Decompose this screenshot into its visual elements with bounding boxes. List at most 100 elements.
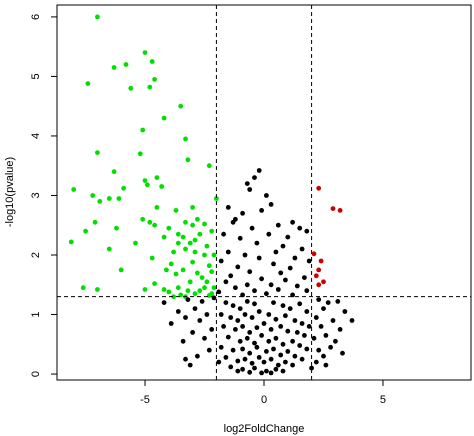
data-point-down — [161, 234, 167, 240]
data-point-ns — [252, 340, 257, 346]
data-point-up — [316, 282, 322, 288]
data-point-down — [175, 285, 181, 291]
y-tick-label: 2 — [30, 252, 42, 258]
data-point-down — [202, 285, 207, 291]
data-point-ns — [199, 299, 205, 304]
data-point-ns — [280, 303, 286, 308]
data-point-ns — [225, 334, 231, 340]
data-point-ns — [244, 181, 250, 187]
data-point-ns — [216, 359, 222, 365]
data-point-ns — [218, 344, 224, 350]
data-point-ns — [233, 285, 238, 291]
data-point-ns — [225, 249, 231, 255]
data-point-ns — [266, 312, 272, 317]
data-point-ns — [175, 309, 181, 314]
data-point-ns — [256, 355, 262, 360]
data-point-down — [190, 259, 196, 265]
data-point-ns — [273, 316, 279, 322]
data-point-ns — [292, 255, 298, 261]
y-axis-label: -log10(pvalue) — [4, 157, 16, 227]
data-point-down — [197, 288, 203, 294]
data-point-ns — [335, 299, 341, 304]
data-point-ns — [297, 301, 303, 307]
data-point-ns — [283, 313, 288, 319]
data-point-down — [168, 261, 174, 267]
data-point-down — [180, 267, 186, 273]
data-point-ns — [306, 258, 312, 264]
y-tick-label: 6 — [30, 14, 42, 20]
data-point-down — [142, 50, 148, 55]
data-point-ns — [223, 355, 229, 360]
data-point-ns — [287, 265, 293, 271]
data-point-ns — [323, 333, 329, 338]
data-point-down — [161, 115, 167, 121]
data-point-down — [166, 225, 172, 231]
data-point-ns — [244, 335, 250, 341]
data-point-ns — [221, 231, 227, 237]
data-point-ns — [218, 312, 224, 317]
data-point-ns — [290, 338, 295, 344]
data-point-down — [154, 175, 160, 181]
data-point-ns — [206, 347, 212, 353]
data-point-ns — [264, 193, 269, 198]
x-axis-label: log2FoldChange — [224, 423, 305, 435]
data-point-down — [185, 288, 191, 294]
data-point-ns — [240, 346, 246, 352]
data-point-down — [178, 103, 184, 109]
data-point-down — [111, 169, 117, 175]
data-point-down — [209, 228, 215, 234]
data-point-ns — [237, 338, 243, 344]
data-point-ns — [321, 306, 326, 311]
data-point-down — [106, 196, 112, 201]
data-point-down — [118, 267, 124, 273]
data-point-down — [140, 127, 146, 133]
data-point-down — [133, 240, 138, 246]
data-point-down — [152, 281, 158, 286]
data-point-ns — [340, 350, 345, 356]
data-point-ns — [304, 309, 310, 314]
data-point-ns — [292, 353, 298, 359]
data-point-ns — [290, 292, 295, 298]
data-point-ns — [311, 335, 317, 341]
data-point-ns — [190, 330, 196, 335]
data-point-down — [95, 14, 100, 20]
data-point-up — [311, 251, 317, 257]
data-point-ns — [247, 350, 253, 356]
data-point-down — [166, 289, 172, 295]
data-point-ns — [342, 309, 348, 314]
data-point-down — [183, 136, 188, 142]
data-point-ns — [247, 330, 253, 335]
y-tick-label: 1 — [30, 311, 42, 317]
data-point-down — [154, 205, 160, 210]
data-point-ns — [271, 300, 276, 305]
data-point-ns — [256, 168, 262, 173]
data-point-ns — [299, 246, 305, 252]
data-point-down — [147, 219, 153, 225]
data-point-down — [183, 246, 188, 252]
data-point-down — [195, 270, 200, 276]
y-tick-label: 3 — [30, 192, 42, 198]
data-point-up — [337, 208, 343, 213]
x-tick-label: 5 — [380, 394, 386, 406]
data-point-down — [214, 196, 219, 201]
data-point-down — [183, 219, 188, 225]
data-point-down — [171, 249, 177, 255]
data-point-ns — [247, 369, 253, 375]
data-point-ns — [278, 324, 284, 329]
data-point-ns — [223, 300, 229, 305]
data-point-down — [192, 291, 198, 297]
data-point-ns — [309, 365, 314, 371]
data-point-ns — [330, 318, 336, 323]
data-point-ns — [278, 270, 284, 276]
data-point-down — [192, 237, 198, 243]
data-point-down — [202, 252, 207, 258]
data-point-ns — [294, 330, 300, 335]
data-point-ns — [264, 291, 269, 297]
data-point-ns — [299, 356, 305, 362]
data-point-ns — [304, 288, 310, 294]
data-point-up — [330, 206, 336, 212]
data-point-ns — [254, 325, 260, 330]
data-point-ns — [216, 289, 222, 295]
data-point-ns — [223, 279, 229, 285]
